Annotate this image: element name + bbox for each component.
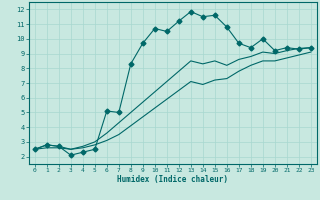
X-axis label: Humidex (Indice chaleur): Humidex (Indice chaleur)	[117, 175, 228, 184]
